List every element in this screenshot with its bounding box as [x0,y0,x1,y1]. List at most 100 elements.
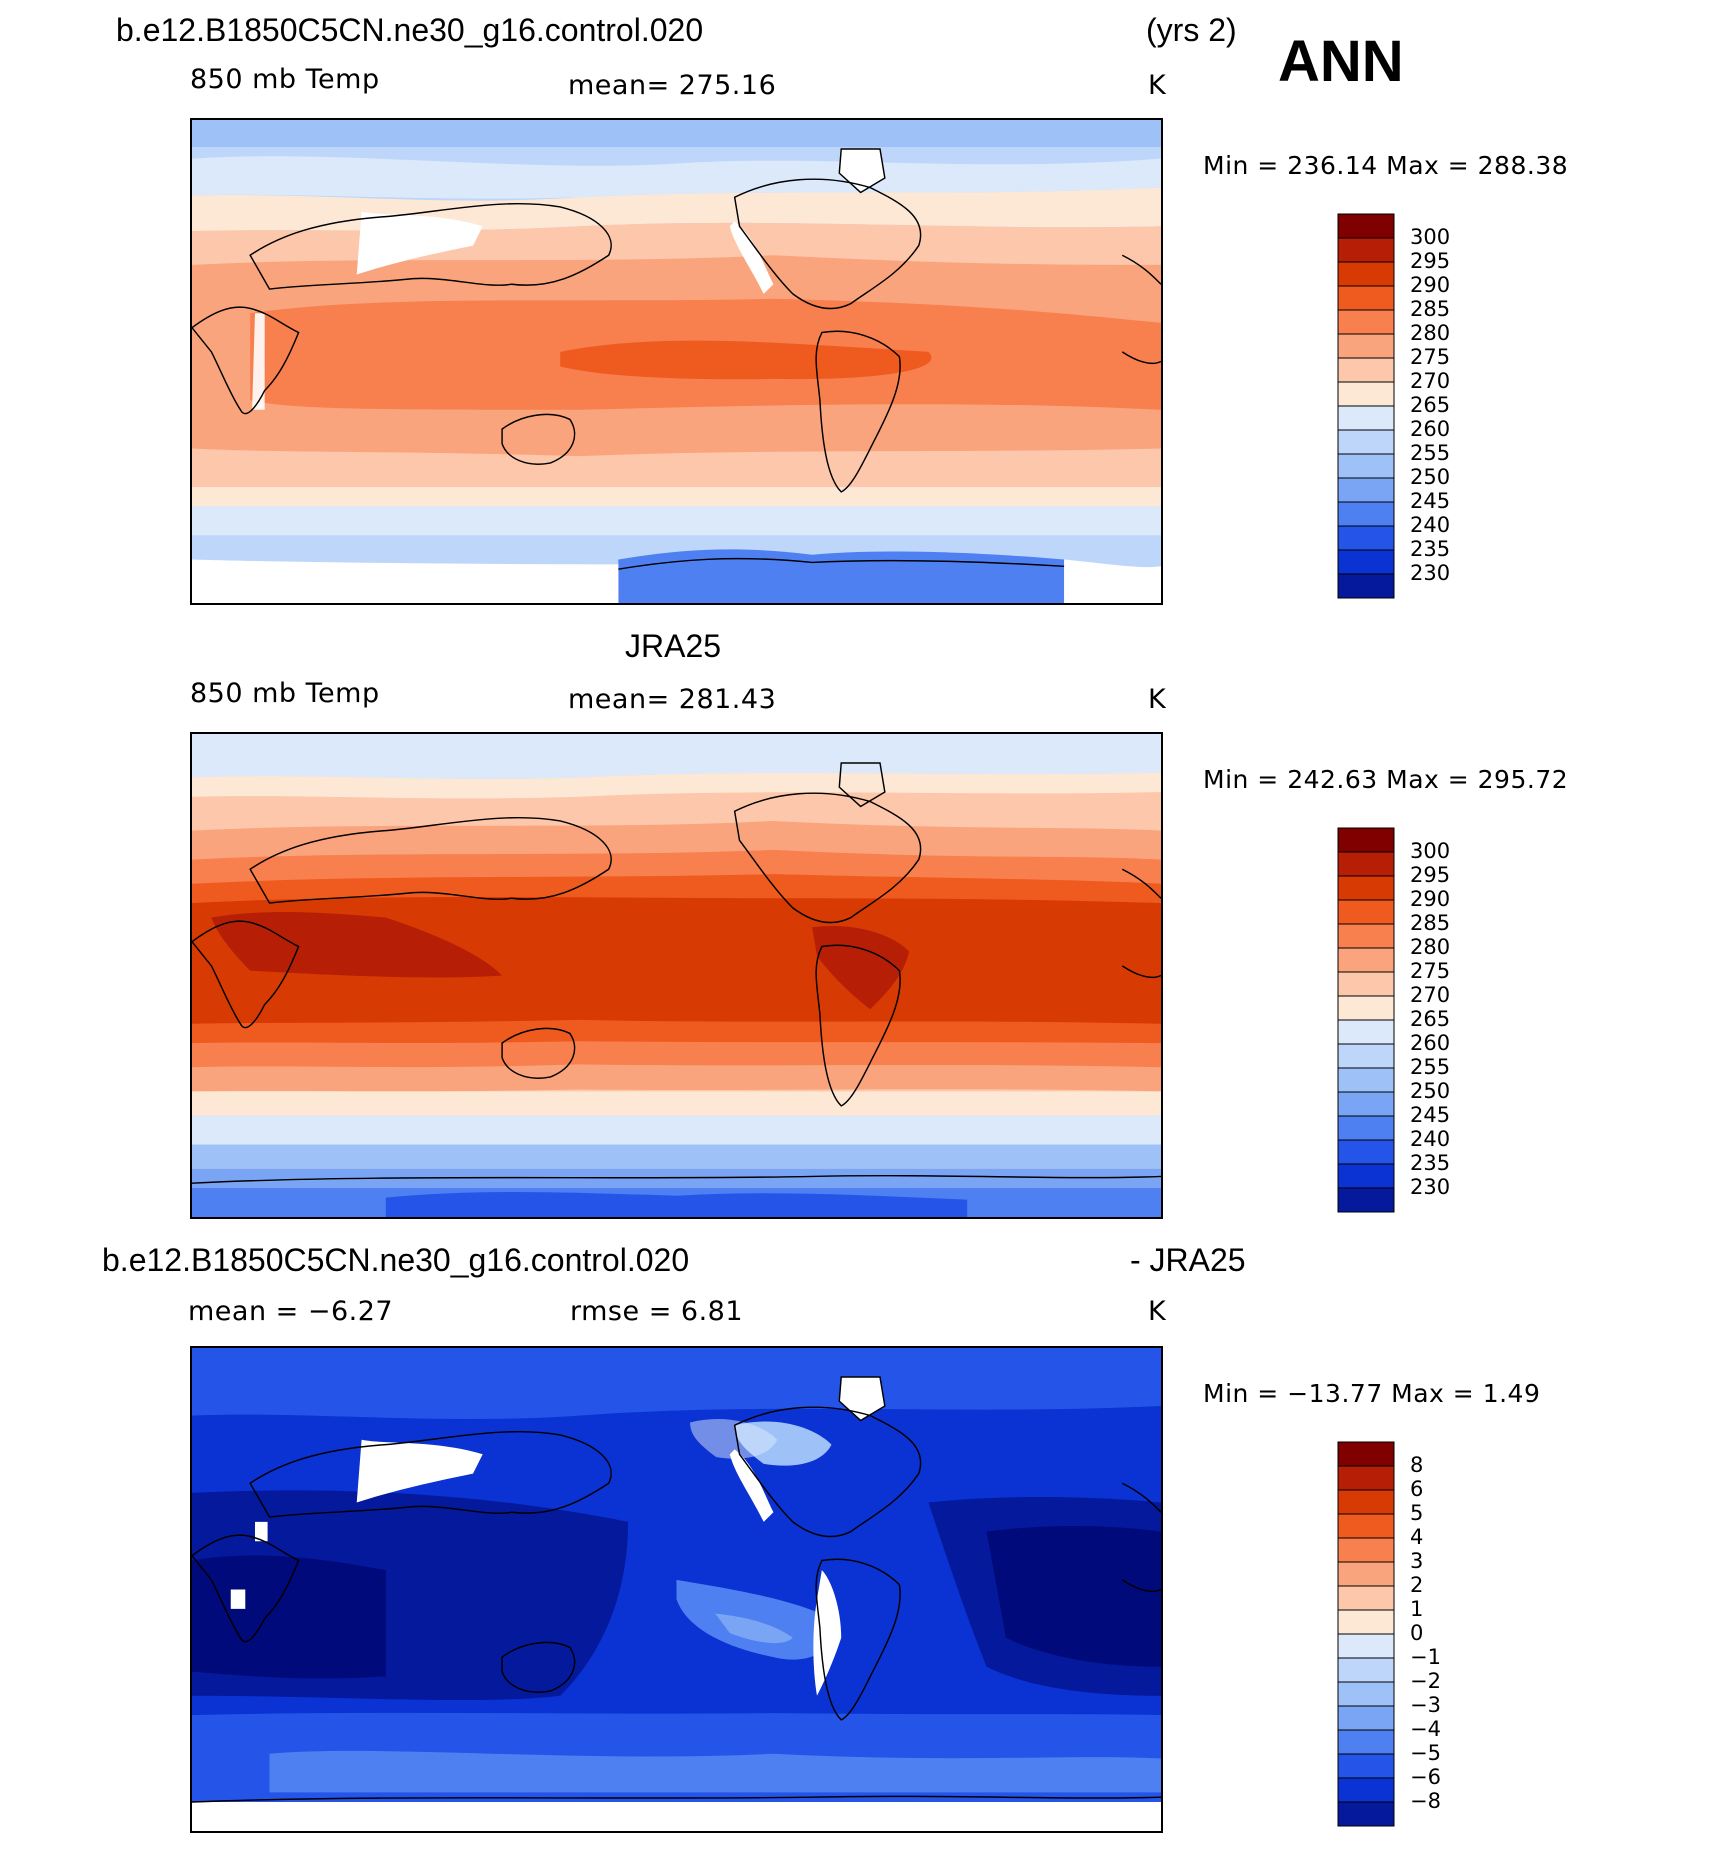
cbar1-label: 300 [1410,225,1451,249]
coastlines [192,148,1161,570]
cbar3-label: −8 [1410,1789,1441,1813]
panel3-map [190,1346,1163,1833]
colorbar-swatch [1337,1609,1395,1635]
colorbar-swatch [1337,1801,1395,1827]
colorbar-swatch [1337,1585,1395,1611]
colorbar-swatch [1337,875,1395,901]
colorbar-swatch [1337,525,1395,551]
panel3-mean: mean = −6.27 [188,1296,394,1327]
cbar2-label: 255 [1410,1055,1451,1079]
panel2-map [190,732,1163,1219]
cbar3-label: 6 [1410,1477,1424,1501]
cbar2-label: 230 [1410,1175,1451,1199]
cbar3-label: 8 [1410,1453,1424,1477]
colorbar-swatch [1337,429,1395,455]
colorbar-swatch [1337,1777,1395,1803]
cbar3-label: −5 [1410,1741,1441,1765]
panel3-title: b.e12.B1850C5CN.ne30_g16.control.020 [102,1242,690,1278]
colorbar-swatch [1337,1753,1395,1779]
colorbar-swatch [1337,309,1395,335]
colorbar-swatch [1337,1465,1395,1491]
colorbar-swatch [1337,1729,1395,1755]
colorbar-swatch [1337,453,1395,479]
colorbar-swatch [1337,333,1395,359]
colorbar-swatch [1337,261,1395,287]
colorbar-swatch [1337,381,1395,407]
band-arctic [192,120,1161,148]
years-label: (yrs 2) [1146,12,1237,48]
panel2-colorbar [1337,826,1395,1214]
panel1-units: K [1148,70,1167,101]
cbar3-label: 4 [1410,1525,1424,1549]
cbar2-label: 235 [1410,1151,1451,1175]
cbar3-label: −1 [1410,1645,1441,1669]
colorbar-swatch [1337,1705,1395,1731]
coastlines [192,762,1161,1184]
cbar1-label: 265 [1410,393,1451,417]
panel3-minmax: Min = −13.77 Max = 1.49 [1203,1379,1541,1408]
colorbar-swatch [1337,237,1395,263]
panel3-colorbar [1337,1440,1395,1828]
cbar3-label: 0 [1410,1621,1424,1645]
colorbar-swatch [1337,1489,1395,1515]
cbar2-label: 260 [1410,1031,1451,1055]
colorbar-swatch [1337,1067,1395,1093]
cbar3-label: 2 [1410,1573,1424,1597]
cbar1-label: 255 [1410,441,1451,465]
colorbar-swatch [1337,1513,1395,1539]
cbar2-label: 295 [1410,863,1451,887]
colorbar-swatch [1337,1091,1395,1117]
panel2-minmax: Min = 242.63 Max = 295.72 [1203,765,1569,794]
colorbar-swatch [1337,1115,1395,1141]
panel2-colorbar-svg [1337,827,1395,1213]
cbar1-label: 280 [1410,321,1451,345]
season-label: ANN [1278,29,1404,94]
cbar2-label: 285 [1410,911,1451,935]
panel1-colorbar [1337,212,1395,600]
colorbar-swatch [1337,1441,1395,1467]
colorbar-swatch [1337,405,1395,431]
cbar2-label: 275 [1410,959,1451,983]
panel3-title-suffix: - JRA25 [1130,1242,1246,1278]
cbar1-label: 260 [1410,417,1451,441]
panel3-units: K [1148,1296,1167,1327]
cbar1-label: 250 [1410,465,1451,489]
colorbar-swatch [1337,1043,1395,1069]
colorbar-swatch [1337,923,1395,949]
panel3-map-svg [192,1348,1161,1831]
cbar1-label: 270 [1410,369,1451,393]
coastlines [192,1376,1161,1803]
cbar1-label: 285 [1410,297,1451,321]
colorbar-swatch [1337,357,1395,383]
panel1-field: 850 mb Temp [190,64,380,95]
colorbar-swatch [1337,1633,1395,1659]
colorbar-swatch [1337,1019,1395,1045]
cbar2-label: 270 [1410,983,1451,1007]
panel1-map-svg [192,120,1161,603]
colorbar-swatch [1337,899,1395,925]
colorbar-swatch [1337,501,1395,527]
cbar3-label: 3 [1410,1549,1424,1573]
cbar2-label: 240 [1410,1127,1451,1151]
cbar2-label: 290 [1410,887,1451,911]
colorbar-swatch [1337,995,1395,1021]
cbar3-label: 1 [1410,1597,1424,1621]
cbar1-label: 240 [1410,513,1451,537]
colorbar-swatch [1337,549,1395,575]
cbar2-label: 265 [1410,1007,1451,1031]
colorbar-swatch [1337,947,1395,973]
cbar2-label: 280 [1410,935,1451,959]
colorbar-swatch [1337,1657,1395,1683]
colorbar-swatch [1337,285,1395,311]
cbar1-label: 275 [1410,345,1451,369]
colorbar-swatch [1337,1537,1395,1563]
panel2-map-svg [192,734,1161,1217]
cbar1-label: 230 [1410,561,1451,585]
panel2-mean: mean= 281.43 [568,684,777,715]
colorbar-swatch [1337,1163,1395,1189]
cbar1-label: 235 [1410,537,1451,561]
cbar2-label: 250 [1410,1079,1451,1103]
cbar3-label: 5 [1410,1501,1424,1525]
colorbar-swatch [1337,213,1395,239]
cbar2-label: 300 [1410,839,1451,863]
